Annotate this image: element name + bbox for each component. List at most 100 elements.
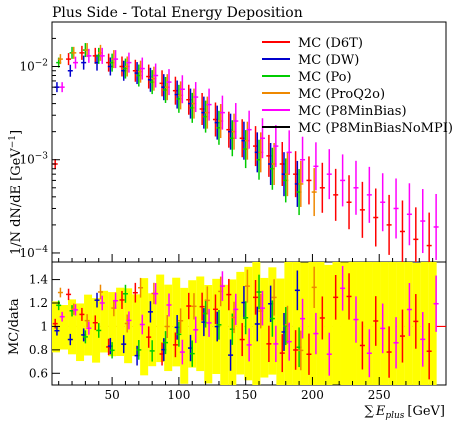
ratio-point	[73, 304, 79, 316]
ratio-band-segment	[84, 294, 93, 356]
data-point	[81, 55, 87, 70]
x-axis-label: ∑ Eplus [GeV]	[365, 404, 445, 421]
ratio-band-segment	[412, 262, 421, 385]
data-point	[273, 125, 279, 168]
ratio-band-segment	[332, 262, 341, 385]
ratio-band-segment	[388, 262, 397, 385]
ratio-point	[147, 301, 153, 323]
ratio-uncertainty-band	[52, 262, 437, 385]
main-y-tick-label: 10−2	[19, 58, 48, 73]
data-point	[193, 82, 199, 113]
x-tick-label: 200	[301, 388, 324, 402]
data-point	[420, 189, 426, 254]
ratio-point	[393, 317, 399, 369]
ratio-point	[172, 332, 178, 358]
ratio-band-segment	[236, 271, 245, 375]
ratio-point	[380, 303, 386, 354]
ratio-point	[300, 298, 306, 339]
ratio-point	[216, 309, 222, 340]
data-point	[66, 53, 72, 66]
data-point	[79, 45, 85, 60]
ratio-band-segment	[300, 262, 309, 385]
ratio-point	[166, 293, 172, 317]
data-point	[346, 175, 352, 230]
data-point	[86, 48, 92, 63]
ratio-point	[279, 334, 285, 373]
ratio-point	[319, 296, 325, 340]
ratio-point	[239, 323, 245, 357]
data-point	[233, 103, 239, 140]
ratio-point	[206, 308, 212, 337]
legend: MC (D6T) MC (DW) MC (Po) MC (ProQ2o) MC (P8M…	[262, 36, 453, 136]
data-point	[59, 82, 65, 93]
ratio-band-segment	[188, 280, 197, 368]
ratio-point	[298, 330, 304, 371]
ratio-y-tick-label: 1.4	[29, 273, 48, 287]
data-point	[73, 56, 79, 69]
ratio-band-segment	[164, 284, 173, 372]
x-tick-label: 100	[167, 388, 190, 402]
ratio-ylabel: MC/data	[7, 298, 22, 355]
ratio-point	[67, 333, 73, 346]
ratio-band-segment	[76, 303, 85, 362]
ratio-point	[92, 315, 98, 331]
ratio-y-tick-label: 1.2	[29, 296, 48, 310]
ratio-band-segment	[196, 276, 205, 372]
ratio-y-tick-label: 0.6	[29, 366, 48, 380]
ratio-band-segment	[100, 290, 109, 353]
main-ylabel: 1/N dN/dE [GeV−1]	[8, 130, 24, 255]
ratio-point	[179, 339, 185, 365]
data-point	[179, 75, 185, 104]
ratio-point	[54, 325, 60, 336]
ratio-point	[176, 322, 182, 347]
x-axis-label-e: E	[375, 404, 386, 419]
ratio-band-segment	[340, 262, 349, 385]
ratio-band-segment	[316, 262, 325, 385]
main-y-tick-label: 10−3	[19, 152, 48, 167]
ratio-point	[326, 332, 332, 376]
data-point	[298, 160, 304, 207]
x-tick-label: 50	[104, 388, 119, 402]
ratio-point	[149, 340, 155, 362]
legend-label: MC (P8MinBiasNoMPI)	[298, 121, 453, 136]
ratio-point	[353, 296, 359, 343]
main-y-tick-label: 10−4	[19, 245, 48, 260]
ratio-band-segment	[124, 288, 133, 364]
ratio-band-segment	[108, 292, 117, 357]
data-point	[99, 47, 105, 64]
ratio-point	[132, 282, 138, 303]
ratio-point	[136, 340, 142, 360]
data-point	[126, 52, 132, 73]
ratio-point	[359, 321, 365, 370]
ratio-band-segment	[140, 278, 149, 376]
data-point	[259, 118, 265, 159]
ratio-point	[366, 329, 372, 378]
ratio-point	[139, 314, 145, 335]
legend-label: MC (DW)	[298, 53, 359, 68]
data-point	[433, 193, 439, 260]
ratio-band-segment	[260, 277, 269, 378]
ratio-y-tick-label: 1	[40, 319, 48, 333]
data-point	[67, 64, 73, 77]
data-point	[340, 154, 346, 207]
legend-label: MC (ProQ2o)	[298, 87, 385, 102]
data-point	[380, 173, 386, 232]
ratio-point	[313, 312, 319, 355]
ratio-point	[189, 340, 195, 367]
ratio-point	[243, 301, 249, 335]
data-point	[393, 178, 399, 239]
data-point	[246, 110, 252, 149]
ratio-point	[269, 300, 275, 337]
x-axis-label-sub: plus	[385, 411, 404, 421]
ratio-point	[163, 331, 169, 355]
ratio-point	[340, 265, 346, 311]
data-point	[399, 200, 405, 262]
ratio-point	[119, 290, 125, 309]
ratio-band-segment	[348, 262, 357, 385]
ratio-point	[386, 326, 392, 378]
ratio-point	[164, 314, 170, 338]
ratio-point	[420, 312, 426, 367]
ratio-point	[193, 316, 199, 343]
data-point	[219, 95, 225, 130]
